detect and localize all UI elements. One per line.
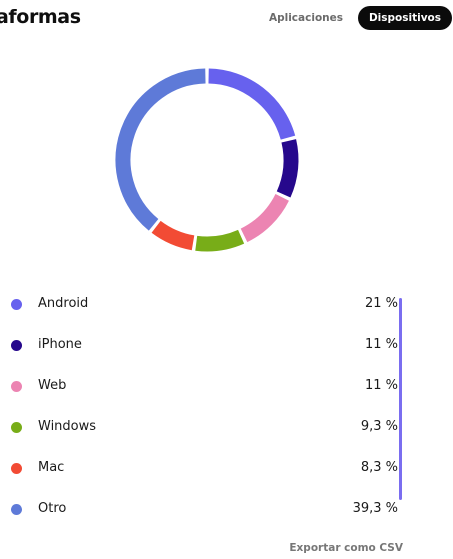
legend-value: 8,3 % xyxy=(360,460,398,475)
legend-label: Windows xyxy=(38,419,97,434)
legend-item-windows: Windows 9,3 % xyxy=(0,406,453,447)
donut-slice-otro xyxy=(115,68,206,231)
donut-slice-windows xyxy=(195,229,245,252)
tab-aplicaciones[interactable]: Aplicaciones xyxy=(268,12,344,24)
legend-item-web: Web 11 % xyxy=(0,365,453,406)
legend-label: Otro xyxy=(38,501,67,516)
legend-list: Android 21 % iPhone 11 % Web 11 % Windows 9,3 %… xyxy=(0,283,453,529)
legend-dot-icon xyxy=(11,340,22,351)
legend-label: Mac xyxy=(38,460,65,475)
donut-slice-mac xyxy=(151,220,195,251)
page-title: aformas xyxy=(0,6,81,28)
legend-label: Web xyxy=(38,378,67,393)
legend-dot-icon xyxy=(11,381,22,392)
legend-label: Android xyxy=(38,296,89,311)
donut-slice-android xyxy=(208,68,296,140)
legend-value: 11 % xyxy=(364,378,398,393)
legend-dot-icon xyxy=(11,299,22,310)
legend-item-otro: Otro 39,3 % xyxy=(0,488,453,529)
legend-dot-icon xyxy=(11,463,22,474)
scrollbar[interactable] xyxy=(399,298,402,500)
legend-item-android: Android 21 % xyxy=(0,283,453,324)
donut-slice-web xyxy=(240,193,289,243)
donut-slice-iphone xyxy=(276,139,299,198)
tab-dispositivos[interactable]: Dispositivos xyxy=(358,6,452,30)
export-csv-link[interactable]: Exportar como CSV xyxy=(289,542,403,554)
legend-item-mac: Mac 8,3 % xyxy=(0,447,453,488)
legend-value: 11 % xyxy=(364,337,398,352)
legend-item-iphone: iPhone 11 % xyxy=(0,324,453,365)
legend-value: 39,3 % xyxy=(352,501,398,516)
legend-dot-icon xyxy=(11,504,22,515)
legend-value: 9,3 % xyxy=(360,419,398,434)
legend-dot-icon xyxy=(11,422,22,433)
devices-donut-chart xyxy=(115,68,299,252)
legend-label: iPhone xyxy=(38,337,82,352)
legend-value: 21 % xyxy=(364,296,398,311)
